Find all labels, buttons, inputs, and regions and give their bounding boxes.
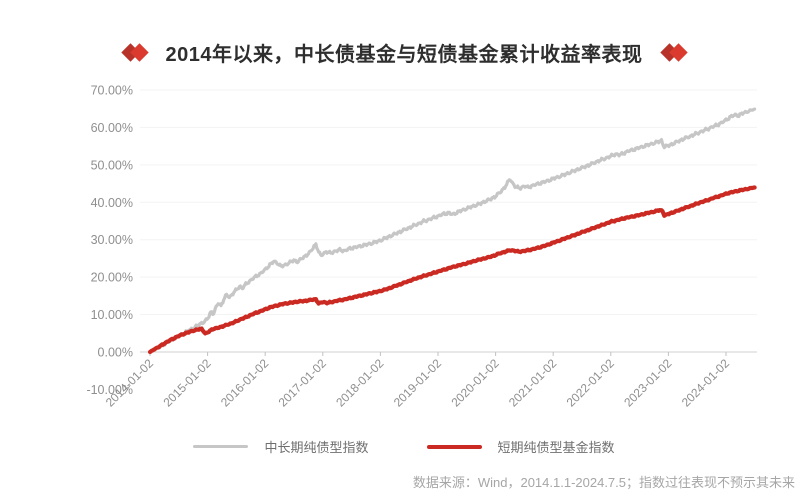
x-tick-label: 2023-01-02 [621,356,675,410]
y-tick-label: 20.00% [91,271,133,285]
y-tick-label: 30.00% [91,233,133,247]
legend-line-swatch [193,445,249,448]
x-tick-label: 2022-01-02 [564,356,618,410]
x-tick-label: 2020-01-02 [448,356,502,410]
legend-item-short-bond: 短期纯债型基金指数 [426,437,615,456]
medium-long-bond-series-line [148,107,757,354]
y-tick-label: 40.00% [91,196,133,210]
legend-label: 短期纯债型基金指数 [497,440,615,455]
y-tick-label: 50.00% [91,158,133,172]
y-tick-label: -10.00% [86,383,133,397]
legend-label: 中长期纯债型指数 [264,440,369,455]
x-tick-label: 2024-01-02 [679,356,733,410]
legend-line-swatch [426,444,482,449]
title-row: 2014年以来，中长债基金与短债基金累计收益率表现 [0,36,808,68]
x-tick-label: 2021-01-02 [506,356,560,410]
title-diamonds-left [120,42,149,62]
short-bond-series-line [147,185,757,355]
y-tick-label: 70.00% [91,83,133,97]
x-tick-label: 2015-01-02 [160,356,214,410]
x-tick-label: 2017-01-02 [276,356,330,410]
y-tick-label: 60.00% [91,121,133,135]
x-tick-label: 2019-01-02 [391,356,445,410]
chart-legend: 中长期纯债型指数 短期纯债型基金指数 [0,437,808,456]
x-tick-label: 2016-01-02 [218,356,272,410]
y-tick-label: 0.00% [98,346,133,360]
data-source-note: 数据来源：Wind，2014.1.1-2024.7.5；指数过往表现不预示其未来 [412,475,795,490]
page-title: 2014年以来，中长债基金与短债基金累计收益率表现 [165,43,643,66]
y-tick-label: 10.00% [91,308,133,322]
legend-item-medium-long-bond: 中长期纯债型指数 [193,437,369,456]
x-tick-label: 2018-01-02 [333,356,387,410]
title-diamonds-right [659,42,688,62]
